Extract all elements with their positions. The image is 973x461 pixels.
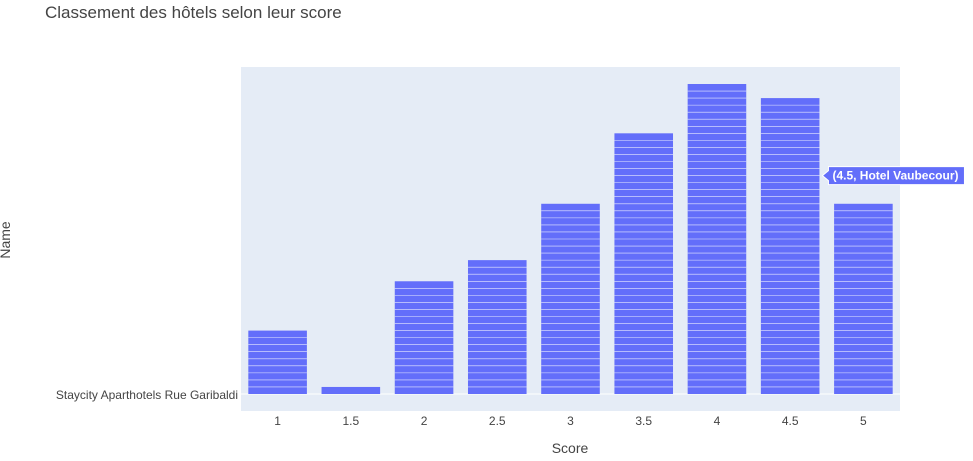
chart-title: Classement des hôtels selon leur score bbox=[45, 3, 342, 22]
tooltip-label: (4.5, Hotel Vaubecour) bbox=[832, 169, 958, 183]
bar-1.5[interactable] bbox=[321, 386, 381, 394]
bar-fill bbox=[614, 133, 674, 394]
x-tick-label: 1.5 bbox=[342, 414, 359, 428]
x-tick-label: 3.5 bbox=[635, 414, 652, 428]
bar-2[interactable] bbox=[394, 281, 454, 394]
y-axis-title: Name bbox=[0, 221, 13, 259]
bar-5[interactable] bbox=[834, 203, 893, 394]
bar-fill bbox=[467, 260, 527, 394]
bar-4.5[interactable] bbox=[760, 98, 820, 394]
bar-1[interactable] bbox=[248, 330, 307, 394]
x-tick-label: 4 bbox=[714, 414, 721, 428]
bar-fill bbox=[834, 203, 893, 394]
bars bbox=[248, 84, 893, 394]
bar-2.5[interactable] bbox=[467, 260, 527, 394]
y-tick-label: Staycity Aparthotels Rue Garibaldi bbox=[56, 388, 238, 402]
x-tick-label: 1 bbox=[274, 414, 281, 428]
hover-tooltip: (4.5, Hotel Vaubecour) bbox=[821, 166, 965, 186]
tooltip-box bbox=[821, 166, 965, 186]
bar-3.5[interactable] bbox=[614, 133, 674, 394]
bar-fill bbox=[248, 330, 307, 394]
x-tick-label: 2.5 bbox=[489, 414, 506, 428]
x-tick-label: 3 bbox=[567, 414, 574, 428]
x-tick-label: 2 bbox=[421, 414, 428, 428]
x-tick-label: 5 bbox=[860, 414, 867, 428]
x-tick-label: 4.5 bbox=[782, 414, 799, 428]
x-axis-title: Score bbox=[552, 440, 589, 456]
bar-fill bbox=[321, 386, 381, 394]
x-tick-labels: 1 1.5 2 2.5 3 3.5 4 4.5 5 bbox=[274, 414, 867, 428]
bar-4[interactable] bbox=[687, 84, 747, 394]
bar-fill bbox=[541, 203, 600, 394]
bar-3[interactable] bbox=[541, 203, 600, 394]
